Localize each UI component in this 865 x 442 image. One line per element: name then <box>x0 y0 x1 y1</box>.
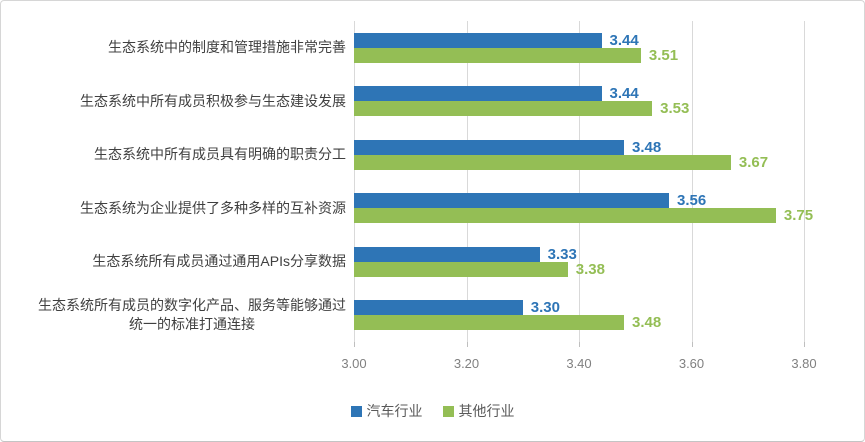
gridline <box>579 21 580 342</box>
gridline <box>804 21 805 342</box>
category-label: 生态系统为企业提供了多种多样的互补资源 <box>80 199 346 216</box>
bar-value-label: 3.56 <box>677 192 707 210</box>
tick-mark <box>579 342 580 347</box>
bar-其他行业 <box>354 47 641 63</box>
bar-line: 3.30 <box>354 299 864 317</box>
tick-mark <box>354 342 355 347</box>
chart-row: 生态系统中所有成员积极参与生态建设发展 3.44 3.53 <box>1 75 864 129</box>
chart-row: 生态系统所有成员通过通用APIs分享数据 3.33 3.38 <box>1 235 864 289</box>
bar-line: 3.44 <box>354 85 864 103</box>
category-label: 生态系统中所有成员积极参与生态建设发展 <box>80 92 346 109</box>
chart-row: 生态系统为企业提供了多种多样的互补资源 3.56 3.75 <box>1 182 864 236</box>
chart-row: 生态系统所有成员的数字化产品、服务等能够通过 统一的标准打通连接 3.30 3.48 <box>1 289 864 343</box>
bars-group: 3.30 3.48 <box>354 289 864 343</box>
legend-swatch-icon <box>442 405 454 417</box>
bar-value-label: 3.48 <box>632 314 662 332</box>
bar-汽车行业 <box>354 139 624 155</box>
bar-汽车行业 <box>354 86 602 102</box>
tick-mark <box>691 342 693 347</box>
bar-value-label: 3.75 <box>783 207 814 225</box>
bars-group: 3.56 3.75 <box>354 182 864 236</box>
bar-line: 3.51 <box>354 46 864 64</box>
bar-汽车行业 <box>354 32 602 48</box>
bar-value-label: 3.44 <box>609 31 639 49</box>
bar-line: 3.33 <box>354 245 864 263</box>
x-tick-label: 3.20 <box>453 356 480 371</box>
category-label: 生态系统中所有成员具有明确的职责分工 <box>94 146 346 163</box>
x-tick-label: 3.60 <box>678 356 705 371</box>
x-tick-label: 3.80 <box>791 356 817 371</box>
chart-row: 生态系统中所有成员具有明确的职责分工 3.48 3.67 <box>1 128 864 182</box>
legend-label: 其他行业 <box>458 403 515 419</box>
x-tick-label: 3.00 <box>341 356 367 371</box>
bar-line: 3.53 <box>354 100 864 118</box>
tick-mark <box>804 342 805 347</box>
bar-line: 3.67 <box>354 153 864 171</box>
chart-row: 生态系统中的制度和管理措施非常完善 3.44 3.51 <box>1 21 864 75</box>
bar-value-label: 3.53 <box>660 100 690 118</box>
bars-group: 3.44 3.51 <box>354 21 864 75</box>
bar-value-label: 3.67 <box>738 153 769 171</box>
legend-label: 汽车行业 <box>366 403 423 419</box>
bar-其他行业 <box>354 315 624 331</box>
bar-value-label: 3.44 <box>609 85 639 103</box>
bar-value-label: 3.38 <box>575 260 605 278</box>
bar-value-label: 3.30 <box>530 299 560 317</box>
legend-swatch-icon <box>350 405 362 417</box>
legend-item-汽车行业: 汽车行业 <box>350 401 423 421</box>
category-cell: 生态系统所有成员的数字化产品、服务等能够通过 统一的标准打通连接 <box>1 289 354 343</box>
bar-其他行业 <box>354 208 776 224</box>
gridline <box>354 21 355 342</box>
tick-mark <box>466 342 468 347</box>
bar-其他行业 <box>354 261 568 277</box>
bar-rows: 生态系统中的制度和管理措施非常完善 3.44 3.51 生态系统中所有成员积极参与生态… <box>1 21 864 343</box>
bar-value-label: 3.51 <box>648 46 679 64</box>
bars-group: 3.33 3.38 <box>354 235 864 289</box>
gridline <box>466 21 468 342</box>
category-label: 生态系统所有成员的数字化产品、服务等能够通过 统一的标准打通连接 <box>38 297 346 333</box>
category-cell: 生态系统中所有成员积极参与生态建设发展 <box>1 75 354 129</box>
category-label: 生态系统所有成员通过通用APIs分享数据 <box>92 253 346 270</box>
bar-line: 3.48 <box>354 138 864 156</box>
bars-group: 3.44 3.53 <box>354 75 864 129</box>
bar-value-label: 3.48 <box>632 138 662 156</box>
bar-line: 3.75 <box>354 207 864 225</box>
bar-其他行业 <box>354 154 731 170</box>
bar-line: 3.48 <box>354 314 864 332</box>
bar-汽车行业 <box>354 246 540 262</box>
category-cell: 生态系统为企业提供了多种多样的互补资源 <box>1 182 354 236</box>
bar-其他行业 <box>354 101 653 117</box>
bar-line: 3.38 <box>354 260 864 278</box>
plot-area <box>354 21 805 342</box>
legend: 汽车行业 其他行业 <box>1 401 864 421</box>
bars-group: 3.48 3.67 <box>354 128 864 182</box>
x-tick-label: 3.40 <box>566 356 592 371</box>
category-cell: 生态系统中所有成员具有明确的职责分工 <box>1 128 354 182</box>
bar-value-label: 3.33 <box>547 245 577 263</box>
gridline <box>691 21 693 342</box>
legend-item-其他行业: 其他行业 <box>442 401 515 421</box>
category-label: 生态系统中的制度和管理措施非常完善 <box>108 39 346 56</box>
bar-汽车行业 <box>354 193 669 209</box>
category-cell: 生态系统所有成员通过通用APIs分享数据 <box>1 235 354 289</box>
bar-汽车行业 <box>354 300 523 316</box>
bar-line: 3.44 <box>354 31 864 49</box>
category-cell: 生态系统中的制度和管理措施非常完善 <box>1 21 354 75</box>
bar-line: 3.56 <box>354 192 864 210</box>
